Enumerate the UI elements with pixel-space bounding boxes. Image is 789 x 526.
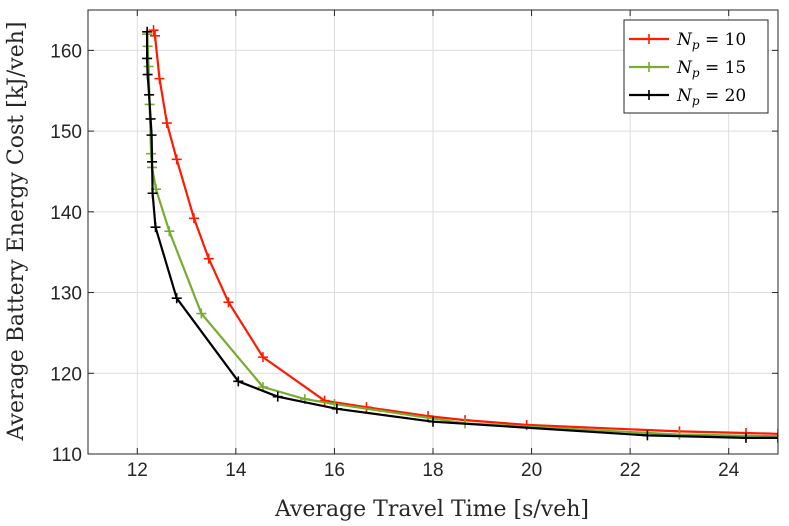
tick-labels: 12 14 16 18 20 22 24 110 120 130 140 150 160 xyxy=(50,41,739,481)
data-point xyxy=(164,226,175,237)
data-point xyxy=(142,53,153,64)
data-point xyxy=(203,253,214,264)
x-tick-label: 24 xyxy=(718,460,740,481)
legend-marker xyxy=(644,34,654,44)
data-point xyxy=(272,391,283,402)
data-point xyxy=(171,154,182,165)
legend-entry-1: Np = 10 xyxy=(629,30,746,52)
y-tick-label: 130 xyxy=(50,284,82,305)
data-point xyxy=(143,61,154,72)
data-point xyxy=(147,156,158,167)
x-tick-label: 18 xyxy=(422,460,443,481)
data-point xyxy=(147,188,158,199)
data-point xyxy=(188,213,199,224)
y-tick-label: 140 xyxy=(50,203,82,224)
legend-marker xyxy=(644,62,654,72)
y-axis-label: Average Battery Energy Cost [kJ/veh] xyxy=(4,22,29,442)
data-point xyxy=(331,403,342,414)
series-3 xyxy=(142,26,778,443)
data-point xyxy=(423,411,434,422)
legend-label: Np = 15 xyxy=(676,58,746,80)
data-point xyxy=(428,416,438,427)
data-point xyxy=(257,352,268,363)
legend-entry-2: Np = 15 xyxy=(629,58,746,80)
y-tick-label: 150 xyxy=(50,122,82,143)
legend-label: Np = 10 xyxy=(676,30,746,52)
data-point xyxy=(150,222,161,233)
legend: Np = 10 Np = 15 Np = 20 xyxy=(623,19,769,114)
legend-marker xyxy=(644,90,654,100)
y-tick-label: 160 xyxy=(50,41,82,62)
data-point xyxy=(148,25,159,36)
data-point xyxy=(233,376,244,387)
x-tick-label: 16 xyxy=(324,460,345,481)
data-point xyxy=(740,432,751,443)
data-point xyxy=(223,297,234,308)
data-point xyxy=(145,113,156,124)
legend-entries: Np = 10 Np = 15 Np = 20 xyxy=(629,30,746,108)
data-point xyxy=(642,430,653,441)
data-point xyxy=(161,118,172,129)
data-point xyxy=(154,73,165,84)
series-group xyxy=(142,25,778,443)
data-point xyxy=(171,293,182,304)
x-axis-label: Average Travel Time [s/veh] xyxy=(274,497,589,522)
y-tick-label: 110 xyxy=(52,445,82,466)
data-point xyxy=(142,69,153,80)
data-point xyxy=(674,429,685,440)
data-point xyxy=(146,130,157,141)
data-point xyxy=(773,431,778,442)
data-point xyxy=(150,30,161,41)
data-point xyxy=(144,89,155,100)
x-tick-label: 20 xyxy=(521,460,542,481)
x-tick-label: 14 xyxy=(225,460,247,481)
x-tick-label: 22 xyxy=(620,460,641,481)
axes xyxy=(87,9,779,455)
y-tick-label: 120 xyxy=(50,364,82,385)
legend-entry-3: Np = 20 xyxy=(629,86,746,108)
series-1 xyxy=(148,25,778,439)
data-point xyxy=(773,432,778,443)
x-tick-label: 12 xyxy=(127,460,148,481)
data-point xyxy=(773,428,778,439)
data-point xyxy=(142,26,153,37)
data-point xyxy=(196,308,207,319)
legend-label: Np = 20 xyxy=(676,86,746,108)
